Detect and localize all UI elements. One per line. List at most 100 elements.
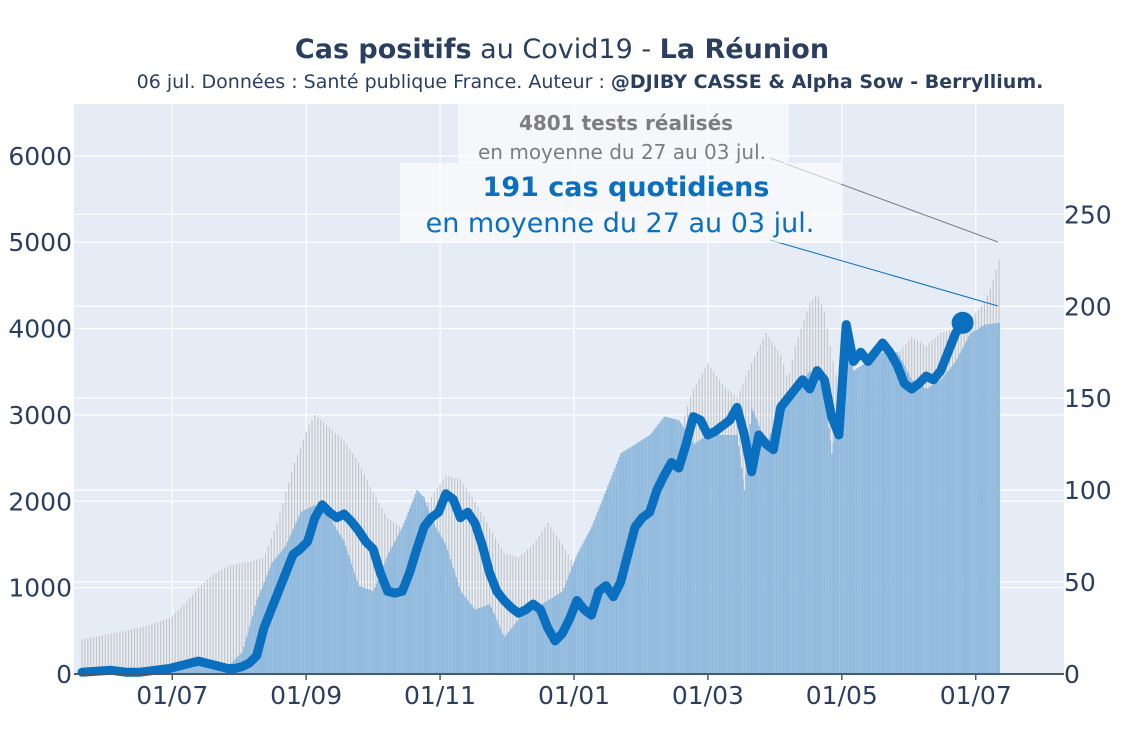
cases-bar	[538, 605, 540, 674]
cases-bar	[962, 347, 964, 674]
cases-bar	[544, 602, 546, 674]
cases-bar	[777, 414, 779, 674]
cases-bar	[189, 661, 191, 674]
y-right-tick-label: 250	[1064, 200, 1112, 229]
cases-bar	[398, 532, 401, 674]
cases-bar	[304, 509, 306, 674]
tests-bar	[250, 561, 252, 674]
cases-bar	[505, 635, 507, 674]
cases-bar	[770, 433, 772, 674]
y-left-tick-label: 6000	[8, 142, 72, 171]
cases-bar	[195, 662, 197, 674]
tests-bar	[98, 636, 101, 674]
cases-bar	[941, 377, 944, 674]
x-tick-label: 01/07	[940, 681, 1012, 710]
cases-bar	[419, 493, 421, 674]
tests-bar	[215, 572, 217, 674]
cases-bar	[726, 434, 728, 674]
tests-bar	[352, 453, 354, 674]
cases-bar	[890, 352, 893, 674]
cases-bar	[467, 600, 469, 674]
tests-bar	[241, 563, 243, 674]
tests-bar	[497, 542, 499, 674]
cases-bar	[806, 374, 808, 674]
tests-bar	[90, 637, 92, 674]
tests-bar	[480, 511, 482, 674]
cases-bar	[871, 358, 874, 674]
cases-bar	[637, 442, 639, 674]
cases-bar	[688, 436, 690, 674]
cases-bar	[612, 471, 615, 674]
cases-bar	[426, 506, 428, 674]
tests-bar	[457, 478, 459, 674]
cases-bar	[529, 611, 532, 674]
cases-bar	[430, 519, 433, 674]
cases-bar	[708, 434, 711, 674]
cases-bar	[275, 558, 277, 674]
cases-bar	[860, 366, 862, 674]
cases-bar	[879, 354, 881, 674]
cases-bar	[953, 363, 955, 674]
cases-bar	[825, 401, 827, 674]
tests-bar	[369, 486, 371, 674]
tests-bar	[506, 553, 508, 674]
tests-bar	[125, 630, 127, 674]
tests-bar	[212, 574, 214, 674]
cases-bar	[586, 535, 589, 674]
tests-bar	[101, 635, 103, 674]
cases-bar	[317, 507, 319, 674]
cases-bar	[845, 324, 848, 674]
cases-bar	[368, 589, 370, 674]
tests-bar	[474, 501, 476, 674]
cases-bar	[643, 438, 645, 674]
cases-bar	[775, 418, 778, 674]
tests-bar	[113, 633, 115, 674]
cases-bar	[812, 374, 814, 674]
cases-bar	[969, 333, 971, 674]
cases-bar	[823, 389, 826, 674]
y-left-tick-label: 0	[56, 660, 72, 689]
cases-bar	[205, 665, 207, 674]
cases-bar	[422, 496, 424, 674]
cases-bar	[199, 663, 201, 674]
tests-bar	[203, 582, 205, 674]
cases-bar	[949, 368, 951, 674]
cases-bar	[839, 383, 842, 674]
cases-bar	[378, 576, 380, 674]
tests-bar	[174, 612, 176, 674]
cases-bar	[537, 606, 539, 674]
cases-bar	[675, 419, 677, 674]
cases-bar	[714, 434, 717, 674]
tests-annotation-line1: 4801 tests réalisés	[519, 111, 733, 135]
cases-bar	[790, 394, 792, 674]
cases-bar	[478, 607, 481, 674]
cases-bar	[703, 437, 705, 674]
cases-bar	[960, 350, 963, 674]
cases-bar	[509, 629, 511, 674]
cases-bar	[649, 434, 651, 674]
cases-bar	[464, 596, 466, 674]
cases-bar	[291, 532, 293, 674]
cases-bar	[943, 376, 945, 674]
cases-bar	[877, 354, 880, 674]
cases-annotation-arrow	[769, 239, 999, 307]
cases-bar	[532, 609, 535, 674]
cases-bar	[496, 620, 498, 674]
tests-bar	[148, 625, 150, 674]
cases-bar	[919, 385, 922, 674]
chart-subtitle: 06 jul. Données : Santé publique France.…	[137, 71, 1044, 93]
cases-bar	[754, 414, 756, 674]
cases-bar	[371, 590, 373, 674]
cases-bar	[694, 443, 696, 674]
tests-bar	[151, 624, 153, 674]
cases-bar	[672, 418, 674, 674]
cases-bar	[358, 585, 360, 674]
cases-bar	[820, 385, 823, 674]
cases-bar	[797, 385, 800, 674]
cases-bar	[535, 607, 538, 674]
cases-bar	[902, 363, 904, 674]
cases-bar	[506, 633, 508, 674]
tests-bar	[486, 522, 488, 674]
cases-bar	[857, 367, 859, 674]
tests-bar	[541, 531, 543, 674]
